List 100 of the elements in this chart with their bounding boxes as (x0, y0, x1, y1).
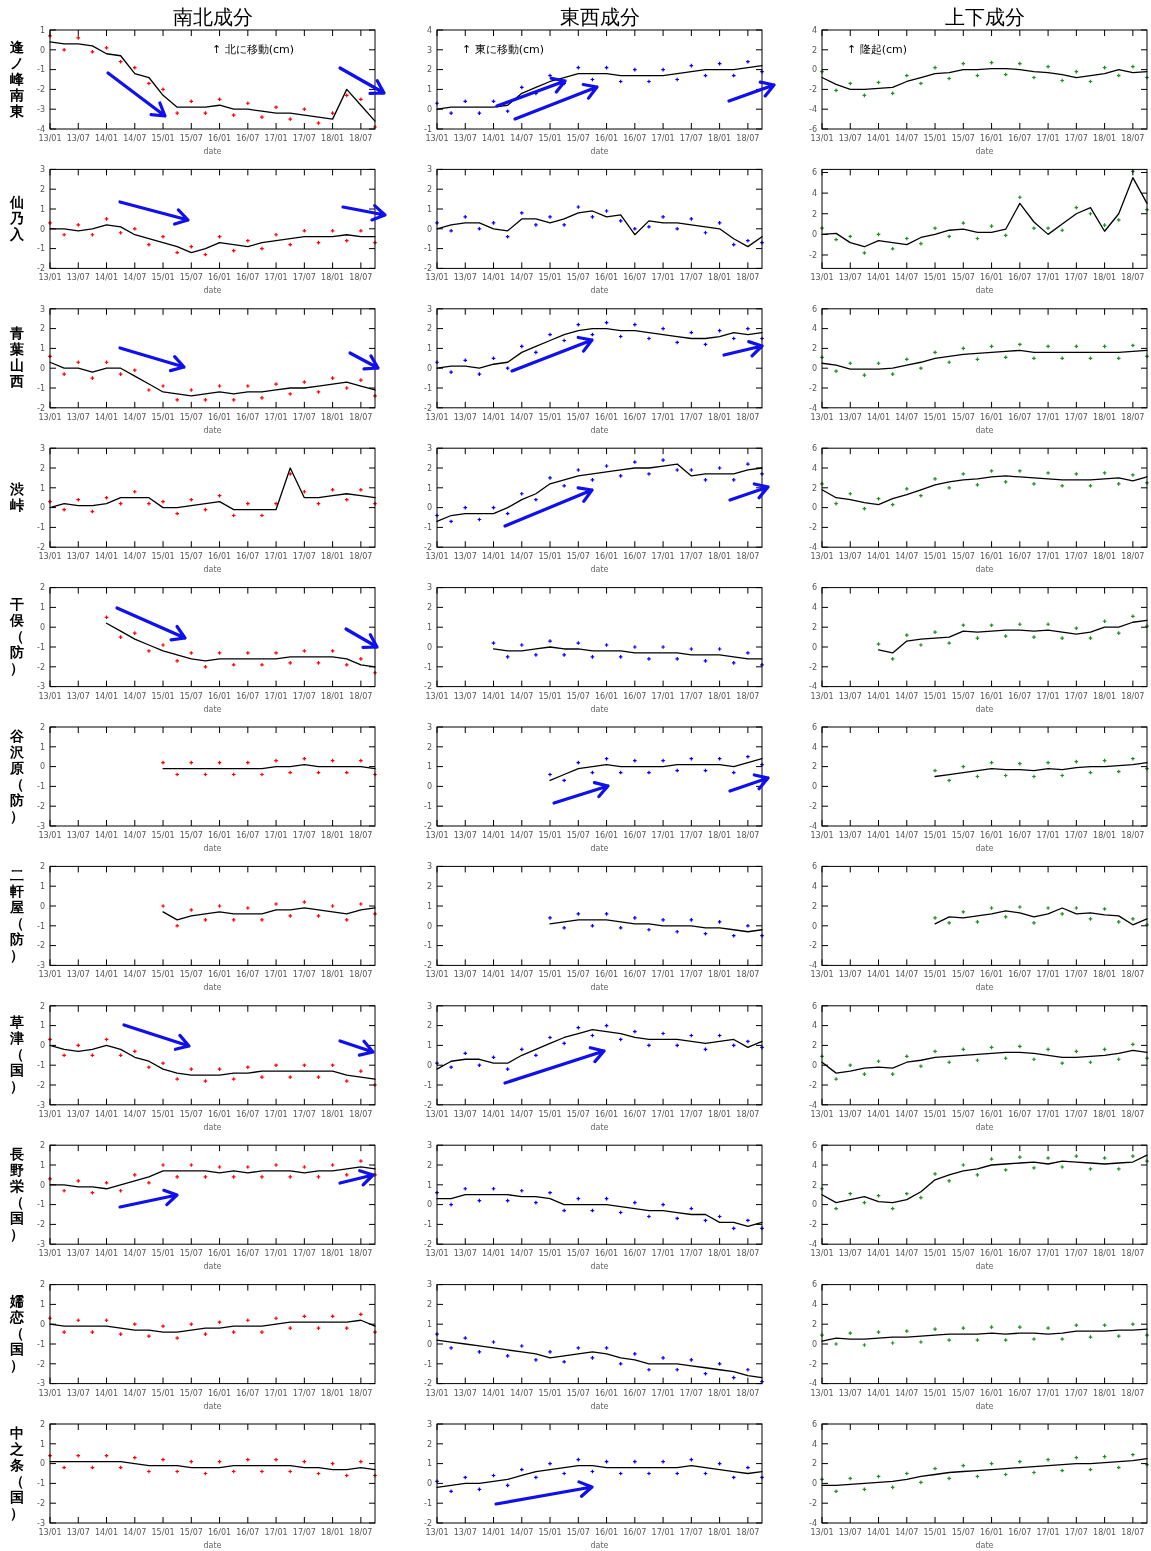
x-tick-label: 14/01 (94, 831, 119, 840)
x-tick-label: 16/01 (208, 1388, 232, 1398)
x-tick-label: 14/01 (481, 1388, 506, 1398)
x-tick-label: 17/07 (1064, 831, 1088, 840)
x-tick-label: 18/07 (1121, 970, 1145, 980)
x-tick-label: 14/07 (123, 1109, 147, 1119)
chart-title: 上下成分 (944, 5, 1025, 29)
x-tick-label: 13/01 (38, 1249, 62, 1259)
x-tick-label: 15/07 (951, 552, 975, 562)
y-tick-label: 0 (811, 1200, 817, 1210)
point (519, 210, 525, 216)
point (918, 642, 924, 648)
point (833, 1076, 839, 1082)
y-tick-label: 2 (426, 1300, 432, 1310)
y-axis-title: 青葉山西 (9, 325, 24, 390)
x-tick-label: 17/01 (1036, 412, 1060, 422)
x-tick-label: 13/07 (66, 1528, 90, 1537)
point (632, 459, 638, 465)
y-tick-label: 0 (426, 224, 432, 234)
x-tick-label: 13/07 (838, 1249, 862, 1259)
point (259, 1174, 265, 1180)
x-tick-label: 13/07 (453, 552, 477, 562)
x-tick-label: 14/07 (895, 552, 919, 562)
x-tick-label: 18/07 (736, 1388, 760, 1398)
y-tick-label: -2 (37, 1220, 45, 1230)
y-tick-label: -1 (37, 1061, 45, 1070)
y-tick-label: -1 (424, 1080, 432, 1090)
x-tick-label: 14/01 (866, 1249, 891, 1259)
y-axis-title: 二軒屋（防） (9, 866, 24, 963)
y-tick-label: 0 (39, 364, 45, 373)
point (632, 915, 638, 921)
x-tick-label: 18/01 (321, 1388, 345, 1398)
point (632, 1351, 638, 1357)
point (533, 652, 539, 658)
x-tick-label: 16/01 (595, 691, 619, 701)
x-tick-label: 16/07 (1008, 831, 1032, 840)
y-tick-label: 1 (426, 483, 432, 493)
x-tick-label: 16/01 (208, 552, 232, 562)
y-tick-label: 1 (39, 882, 45, 891)
x-tick-label: 17/01 (264, 1249, 288, 1259)
y-tick-label: 0 (811, 642, 817, 652)
y-tick-label: 2 (426, 463, 432, 473)
x-tick-label: 13/01 (38, 831, 62, 840)
x-tick-label: 16/07 (623, 552, 647, 562)
x-tick-label: 17/01 (264, 552, 288, 562)
y-axis-title: 干俣（防） (9, 596, 24, 677)
x-tick-label: 18/07 (349, 412, 373, 422)
point (932, 1171, 938, 1177)
x-tick-label: 14/01 (481, 970, 506, 980)
point (1130, 1153, 1136, 1159)
x-tick-label: 16/01 (980, 831, 1004, 840)
x-tick-label: 14/01 (866, 691, 891, 701)
x-tick-label: 18/01 (321, 1109, 345, 1119)
y-tick-label: 0 (811, 1479, 817, 1489)
x-tick-label: 18/01 (1093, 831, 1117, 840)
x-tick-label: 14/07 (510, 970, 534, 980)
y-tick-label: -2 (809, 85, 817, 95)
x-tick-label: 16/07 (623, 1109, 647, 1119)
y-tick-label: 1 (426, 762, 432, 772)
point (259, 395, 265, 401)
point (448, 369, 454, 375)
y-tick-label: 2 (811, 1320, 817, 1329)
x-tick-label: 15/01 (923, 970, 947, 980)
x-tick-label: 13/01 (38, 273, 62, 283)
y-tick-label: -2 (424, 821, 432, 831)
point (547, 214, 553, 220)
point (245, 383, 251, 389)
x-axis-title: date (590, 1541, 609, 1550)
x-tick-label: 18/07 (349, 552, 373, 562)
x-tick-label: 13/07 (453, 1109, 477, 1119)
y-tick-label: -2 (424, 403, 432, 413)
point (259, 1074, 265, 1080)
point (448, 110, 454, 116)
point (61, 1188, 67, 1194)
x-tick-label: 13/07 (453, 1249, 477, 1259)
y-tick-label: 4 (811, 1439, 817, 1449)
x-tick-label: 14/01 (94, 1249, 119, 1259)
x-tick-label: 18/01 (1093, 970, 1117, 980)
point (174, 1174, 180, 1180)
x-tick-label: 16/07 (1008, 412, 1032, 422)
point (61, 1329, 67, 1335)
x-tick-label: 18/07 (736, 970, 760, 980)
x-tick-label: 15/07 (179, 970, 203, 980)
x-tick-label: 13/07 (453, 1528, 477, 1537)
x-tick-label: 14/07 (510, 552, 534, 562)
x-tick-label: 18/07 (1121, 552, 1145, 562)
y-tick-label: 3 (426, 1141, 432, 1150)
x-tick-label: 18/01 (708, 1249, 732, 1259)
x-tick-label: 16/01 (595, 412, 619, 422)
x-tick-label: 17/01 (1036, 1109, 1060, 1119)
y-tick-label: 2 (39, 185, 45, 194)
x-tick-label: 15/01 (151, 1388, 175, 1398)
x-tick-label: 15/01 (151, 691, 175, 701)
point (660, 1355, 666, 1361)
x-tick-label: 15/01 (923, 134, 947, 143)
x-axis-title: date (203, 286, 222, 296)
x-tick-label: 16/01 (595, 831, 619, 840)
point (245, 1164, 251, 1170)
x-tick-label: 17/01 (264, 134, 288, 143)
x-axis-title: date (590, 147, 609, 156)
